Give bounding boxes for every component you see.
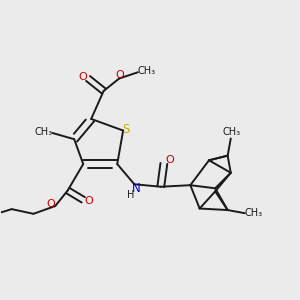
Text: CH₃: CH₃ — [137, 66, 156, 76]
Text: O: O — [166, 155, 175, 165]
Text: O: O — [46, 199, 55, 208]
Text: H: H — [127, 190, 134, 200]
Text: S: S — [122, 123, 129, 136]
Text: O: O — [116, 70, 124, 80]
Text: CH₃: CH₃ — [244, 208, 262, 218]
Text: O: O — [78, 72, 87, 82]
Text: N: N — [131, 182, 140, 195]
Text: CH₃: CH₃ — [34, 127, 53, 137]
Text: CH₃: CH₃ — [223, 127, 241, 137]
Text: O: O — [85, 196, 93, 206]
